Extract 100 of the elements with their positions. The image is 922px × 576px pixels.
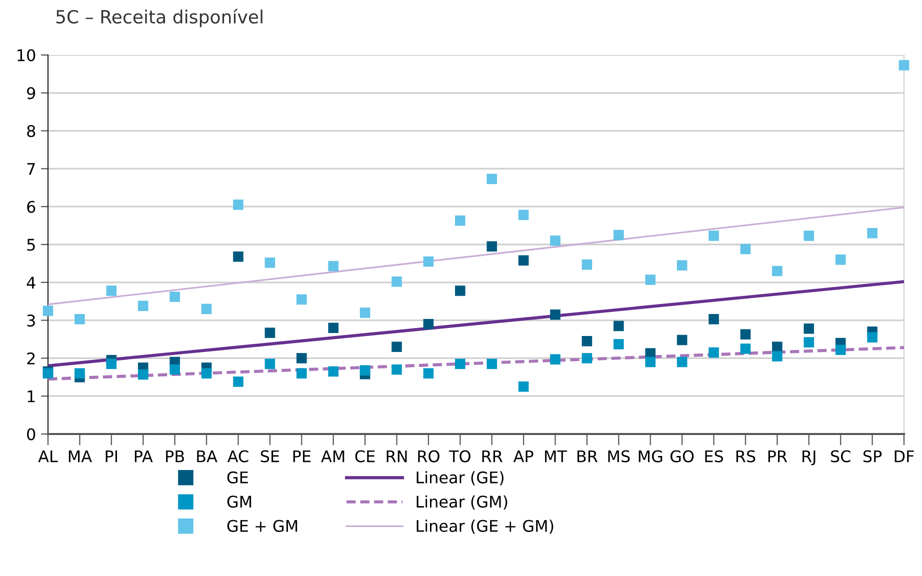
point: [296, 294, 307, 305]
point: [867, 228, 878, 238]
x-tick-label: AM: [321, 450, 344, 462]
point: [772, 266, 782, 276]
x-tick-label: MG: [638, 450, 662, 462]
point: [106, 358, 117, 370]
y-tick-label: 8: [27, 125, 36, 138]
point: [233, 376, 244, 387]
point: [486, 174, 497, 184]
point: [74, 368, 85, 379]
point: [518, 381, 529, 392]
legend-label: GE + GM: [227, 520, 298, 532]
point: [804, 323, 814, 334]
y-tick-label: 9: [27, 87, 36, 100]
y-tick-label: 7: [27, 163, 35, 175]
point: [804, 230, 814, 241]
point: [740, 344, 751, 354]
point: [708, 314, 719, 324]
point: [264, 258, 276, 268]
y-tick-label: 0: [27, 428, 36, 440]
x-tick-label: AL: [38, 450, 58, 462]
x-tick-label: RN: [386, 450, 407, 462]
x-tick-label: PR: [768, 450, 788, 462]
x-tick-label: PE: [293, 450, 310, 462]
point: [550, 354, 560, 364]
point: [804, 337, 814, 348]
point: [360, 365, 370, 376]
legend-label: GE: [227, 471, 248, 484]
point: [138, 369, 148, 380]
y-tick-label: 3: [27, 314, 35, 327]
y-tick-label: 6: [27, 200, 36, 213]
point: [676, 260, 688, 270]
y-tick-label: 10: [18, 49, 36, 62]
point: [264, 358, 276, 370]
x-tick-label: RS: [736, 450, 756, 462]
x-tick-label: PI: [106, 450, 118, 462]
point: [486, 358, 497, 370]
point: [423, 368, 434, 379]
point: [676, 334, 688, 346]
point: [550, 236, 560, 246]
point: [360, 308, 370, 318]
y-tick-label: 5: [27, 238, 35, 251]
point: [423, 256, 434, 267]
x-tick-label: CE: [355, 450, 375, 462]
point: [772, 342, 782, 352]
point: [740, 329, 751, 340]
x-tick-label: GO: [670, 450, 694, 462]
point: [455, 215, 466, 226]
point: [708, 230, 719, 241]
point: [835, 344, 846, 356]
x-tick-label: MA: [68, 450, 92, 462]
x-tick-label: PA: [134, 450, 153, 462]
point: [518, 255, 529, 266]
point: [201, 304, 212, 314]
point: [170, 364, 180, 375]
legend-label: GM: [227, 496, 252, 508]
x-tick-label: SP: [863, 450, 882, 462]
point: [264, 328, 276, 338]
point: [614, 339, 624, 350]
point: [582, 353, 592, 364]
point: [392, 364, 402, 375]
point: [42, 306, 54, 316]
y-tick-label: 1: [28, 390, 35, 402]
point: [772, 351, 782, 362]
point: [392, 342, 402, 352]
point: [296, 368, 307, 379]
x-tick-label: DF: [894, 450, 914, 462]
x-tick-label: RJ: [802, 450, 816, 466]
point: [328, 260, 338, 272]
point: [106, 286, 117, 296]
point: [676, 356, 688, 368]
x-tick-label: TO: [448, 450, 470, 462]
point: [835, 254, 846, 265]
x-tick-label: AP: [513, 450, 534, 462]
point: [582, 336, 592, 346]
point: [486, 241, 497, 252]
point: [740, 244, 751, 254]
point: [455, 358, 466, 370]
point: [170, 292, 180, 302]
point: [328, 366, 338, 377]
legend-label: Linear (GM): [416, 495, 508, 510]
x-tick-label: SE: [260, 450, 280, 462]
y-tick-label: 4: [26, 276, 36, 288]
x-tick-label: RO: [418, 450, 440, 462]
x-tick-label: MT: [545, 450, 568, 462]
x-tick-label: BR: [578, 450, 598, 462]
point: [233, 251, 244, 262]
x-tick-label: SC: [831, 450, 850, 462]
point: [392, 276, 402, 287]
x-tick-label: BA: [197, 450, 218, 462]
point: [328, 322, 338, 334]
point: [138, 300, 148, 312]
legend-label: Linear (GE): [416, 471, 504, 486]
point: [74, 314, 85, 324]
x-tick-label: PB: [166, 450, 184, 462]
x-tick-label: RR: [482, 450, 502, 462]
y-tick-label: 2: [27, 352, 35, 364]
point: [645, 356, 656, 368]
legend-label: Linear (GE + GM): [416, 520, 554, 534]
point: [898, 60, 910, 70]
